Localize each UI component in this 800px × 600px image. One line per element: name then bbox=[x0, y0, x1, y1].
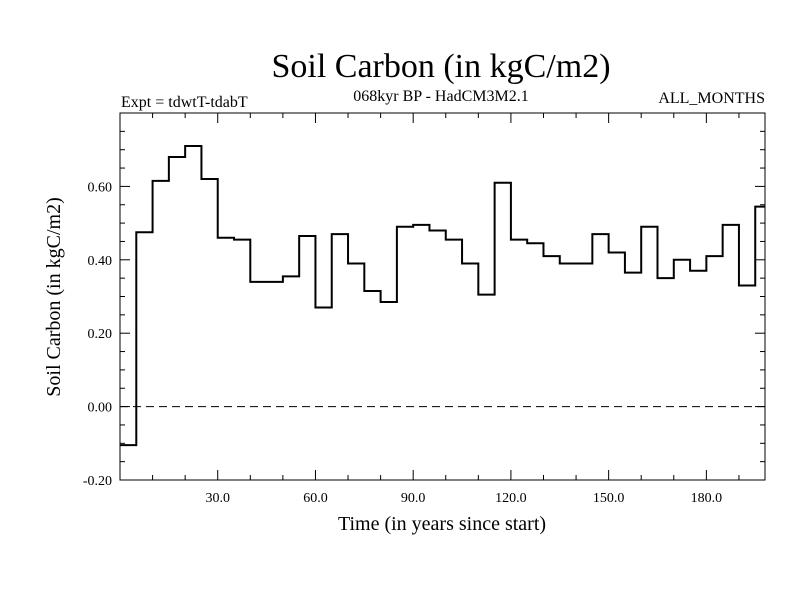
x-tick-label: 120.0 bbox=[495, 491, 527, 506]
plot-area-frame bbox=[119, 112, 766, 481]
y-tick-label: 0.60 bbox=[88, 180, 113, 195]
series-line-soil-carbon bbox=[120, 145, 765, 447]
x-axis-label: Time (in years since start) bbox=[338, 513, 546, 535]
x-tick-label: 180.0 bbox=[691, 491, 723, 506]
x-tick-label: 150.0 bbox=[593, 491, 625, 506]
x-tick-label: 30.0 bbox=[205, 491, 230, 506]
y-tick-label: 0.40 bbox=[88, 254, 113, 269]
y-tick-label: 0.00 bbox=[88, 401, 113, 416]
chart-title: Soil Carbon (in kgC/m2) bbox=[271, 48, 610, 85]
x-tick-label: 90.0 bbox=[401, 491, 426, 506]
months-label: ALL_MONTHS bbox=[658, 90, 765, 107]
chart-subtitle: 068kyr BP - HadCM3M2.1 bbox=[353, 88, 528, 105]
y-axis-label: Soil Carbon (in kgC/m2) bbox=[43, 197, 65, 396]
y-tick-label: -0.20 bbox=[83, 474, 112, 489]
experiment-label: Expt = tdwtT-tdabT bbox=[121, 94, 248, 111]
x-tick-label: 60.0 bbox=[303, 491, 328, 506]
y-tick-label: 0.20 bbox=[88, 327, 113, 342]
